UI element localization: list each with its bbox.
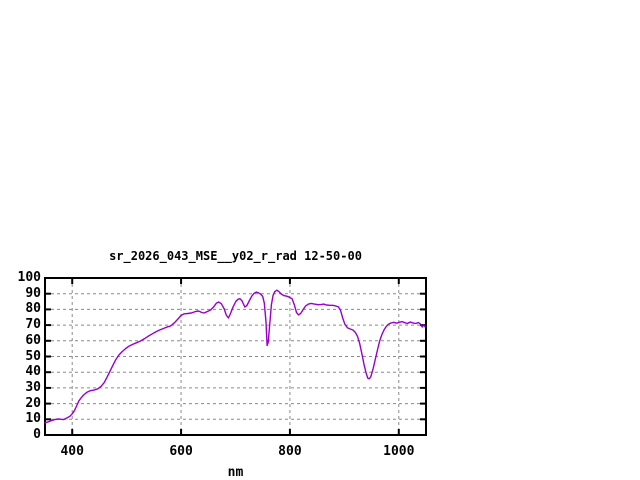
y-tick-label: 90: [25, 285, 41, 301]
y-tick-label: 70: [25, 317, 41, 333]
y-tick-label: 0: [33, 427, 41, 442]
y-tick-label: 20: [25, 395, 41, 411]
x-tick-label: 400: [60, 444, 84, 459]
y-tick-label: 50: [25, 348, 41, 364]
x-tick-label: 800: [278, 444, 302, 459]
y-tick-label: 10: [25, 411, 41, 427]
x-axis-label: nm: [227, 465, 244, 480]
plot-border: [44, 277, 427, 436]
y-tick-label: 30: [25, 379, 41, 395]
x-tick-label: 600: [169, 444, 193, 459]
y-tick-label: 80: [25, 301, 41, 317]
chart-title: sr_2026_043_MSE__y02_r_rad 12-50-00: [109, 249, 362, 263]
y-tick-label: 40: [25, 364, 41, 380]
y-tick-label: 60: [25, 332, 41, 348]
y-tick-label: 100: [17, 270, 41, 285]
x-tick-label: 1000: [383, 444, 415, 459]
data-line: [44, 289, 426, 424]
